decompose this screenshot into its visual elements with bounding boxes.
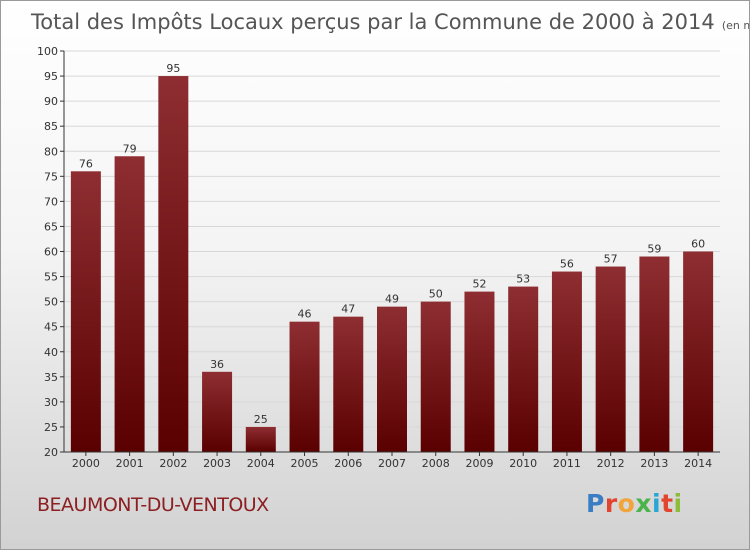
y-tick-label: 55 xyxy=(44,271,58,284)
y-tick-label: 45 xyxy=(44,321,58,334)
bars-group xyxy=(70,76,714,453)
x-ticks-group: 2000 2001 2002 2003 2004 2005 2006 2007 2008 2009… xyxy=(72,452,712,470)
x-tick-label-2007: 2007 xyxy=(378,457,406,470)
logo-letter: o xyxy=(617,489,636,518)
bar-2014 xyxy=(683,251,714,452)
data-label-2000: 76 xyxy=(79,157,93,170)
x-tick-label-2003: 2003 xyxy=(203,457,231,470)
y-tick-label: 90 xyxy=(44,95,58,108)
x-tick-label-2013: 2013 xyxy=(640,457,668,470)
data-label-2001: 79 xyxy=(123,142,137,155)
data-label-2014: 60 xyxy=(691,238,705,251)
x-tick-label-2011: 2011 xyxy=(553,457,581,470)
x-tick-label-2001: 2001 xyxy=(116,457,144,470)
x-tick-label-2002: 2002 xyxy=(159,457,187,470)
y-tick-label: 100 xyxy=(37,45,58,58)
y-tick-label: 20 xyxy=(44,446,58,459)
y-tick-label: 75 xyxy=(44,170,58,183)
bar-2013 xyxy=(639,256,670,452)
data-label-2009: 52 xyxy=(472,278,486,291)
x-tick-label-2008: 2008 xyxy=(422,457,450,470)
bar-2005 xyxy=(289,321,320,452)
logo-letter: P xyxy=(586,489,605,518)
y-tick-label: 80 xyxy=(44,145,58,158)
x-tick-label-2005: 2005 xyxy=(291,457,319,470)
y-tick-label: 35 xyxy=(44,371,58,384)
y-tick-label: 95 xyxy=(44,70,58,83)
logo-letter: i xyxy=(652,489,662,518)
data-label-2012: 57 xyxy=(604,253,618,266)
data-label-2011: 56 xyxy=(560,258,574,271)
bar-2010 xyxy=(508,286,539,452)
y-tick-label: 30 xyxy=(44,396,58,409)
proxiti-logo[interactable]: Proxiti xyxy=(586,489,683,518)
data-label-2003: 36 xyxy=(210,358,224,371)
bar-2008 xyxy=(420,301,451,452)
x-tick-label-2000: 2000 xyxy=(72,457,100,470)
data-label-2004: 25 xyxy=(254,413,268,426)
y-tick-label: 25 xyxy=(44,421,58,434)
data-label-2013: 59 xyxy=(647,243,661,256)
y-tick-label: 50 xyxy=(44,296,58,309)
y-tick-label: 65 xyxy=(44,220,58,233)
bar-2004 xyxy=(245,426,276,452)
y-ticks-group: 20 25 30 35 40 45 50 55 60 65 70 75 80 85 90 95 100 xyxy=(37,45,64,459)
x-tick-label-2009: 2009 xyxy=(465,457,493,470)
y-tick-label: 60 xyxy=(44,246,58,259)
data-label-2006: 47 xyxy=(341,303,355,316)
x-tick-label-2014: 2014 xyxy=(684,457,712,470)
x-tick-label-2012: 2012 xyxy=(597,457,625,470)
logo-letter: t xyxy=(661,489,674,518)
chart-title-main: Total des Impôts Locaux perçus par la Co… xyxy=(30,10,715,34)
bar-2007 xyxy=(377,306,407,452)
chart-title-unit: (en milliers d'€) xyxy=(722,19,749,32)
commune-name: BEAUMONT-DU-VENTOUX xyxy=(37,494,269,516)
bar-2011 xyxy=(551,271,582,452)
bar-2001 xyxy=(114,156,145,452)
x-tick-label-2010: 2010 xyxy=(509,457,537,470)
data-label-2007: 49 xyxy=(385,293,399,306)
data-label-2002: 95 xyxy=(166,62,180,75)
logo-letter: r xyxy=(604,489,618,518)
bar-2000 xyxy=(70,171,101,453)
x-tick-label-2004: 2004 xyxy=(247,457,275,470)
logo-letter: i xyxy=(673,489,683,518)
y-tick-label: 85 xyxy=(44,120,58,133)
data-label-2008: 50 xyxy=(429,288,443,301)
x-tick-label-2006: 2006 xyxy=(334,457,362,470)
logo-letter: x xyxy=(635,489,652,518)
bar-2012 xyxy=(595,266,626,452)
data-label-2010: 53 xyxy=(516,273,530,286)
bar-2006 xyxy=(333,316,364,452)
y-tick-label: 40 xyxy=(44,346,58,359)
bar-2003 xyxy=(202,371,233,452)
bar-2009 xyxy=(464,291,495,452)
chart-title: Total des Impôts Locaux perçus par la Co… xyxy=(30,10,749,34)
data-labels-group: 76 79 95 36 25 46 47 49 50 52 53 56 57 59 60 xyxy=(79,62,705,426)
bar-2002 xyxy=(158,76,189,452)
data-label-2005: 46 xyxy=(298,308,312,321)
y-tick-label: 70 xyxy=(44,195,58,208)
